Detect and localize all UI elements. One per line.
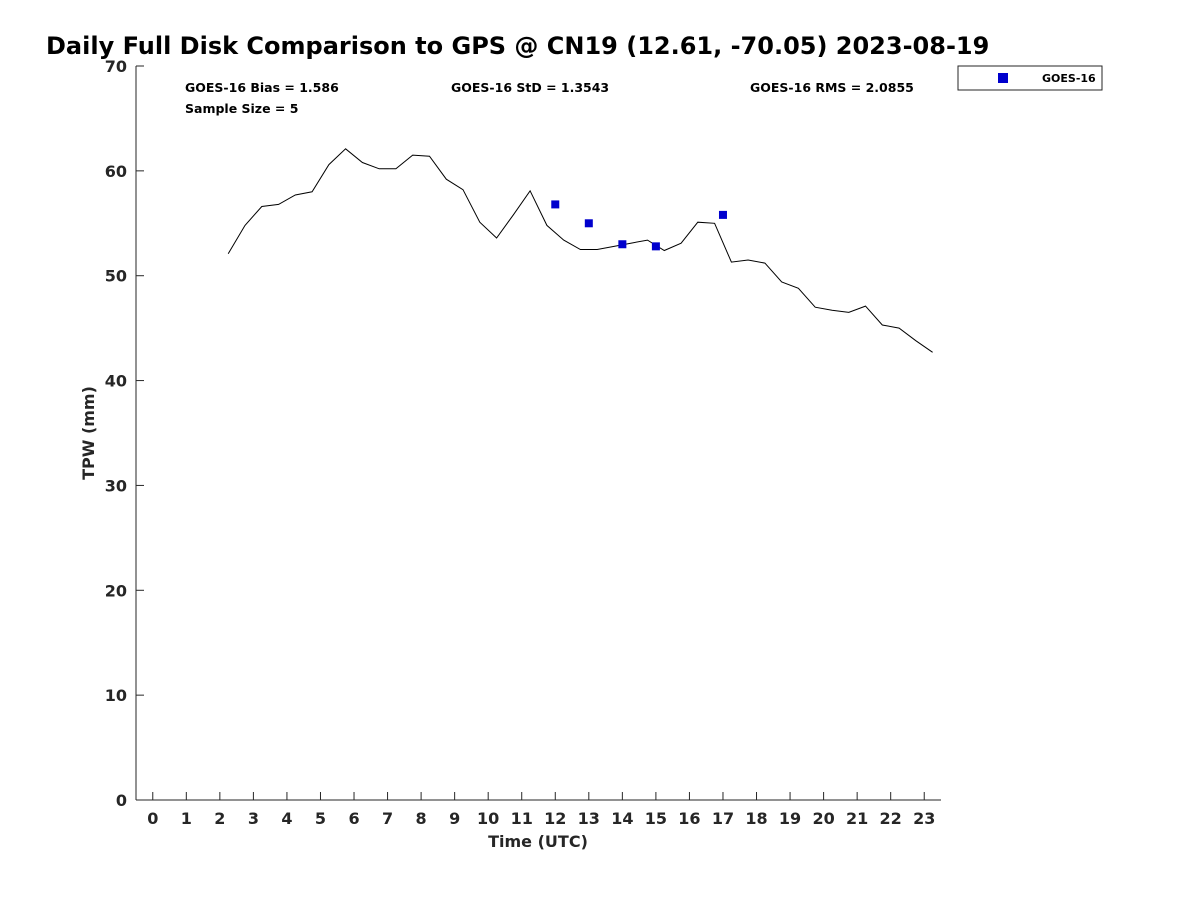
y-tick-label: 50 bbox=[105, 267, 127, 286]
y-tick-label: 10 bbox=[105, 686, 127, 705]
x-tick-label: 11 bbox=[511, 809, 533, 828]
x-tick-label: 2 bbox=[214, 809, 225, 828]
x-tick-label: 22 bbox=[880, 809, 902, 828]
x-tick-label: 8 bbox=[416, 809, 427, 828]
x-axis-label: Time (UTC) bbox=[488, 832, 588, 851]
x-ticks: 0 1 2 3 4 5 6 7 8 9 10 11 12 13 14 15 16 17 18 19 20 21 22 23 bbox=[147, 792, 935, 828]
x-tick-label: 1 bbox=[181, 809, 192, 828]
stat-sample-size: Sample Size = 5 bbox=[185, 101, 298, 116]
x-tick-label: 7 bbox=[382, 809, 393, 828]
x-tick-label: 15 bbox=[645, 809, 667, 828]
x-tick-label: 23 bbox=[913, 809, 935, 828]
goes16-point bbox=[618, 240, 627, 249]
x-tick-label: 0 bbox=[147, 809, 158, 828]
y-ticks: 0 10 20 30 40 50 60 70 bbox=[105, 57, 144, 810]
y-tick-label: 40 bbox=[105, 372, 127, 391]
x-tick-label: 14 bbox=[611, 809, 633, 828]
legend-marker-goes16 bbox=[998, 73, 1008, 83]
x-tick-label: 3 bbox=[248, 809, 259, 828]
x-tick-label: 4 bbox=[281, 809, 292, 828]
x-tick-label: 16 bbox=[678, 809, 700, 828]
y-tick-label: 30 bbox=[105, 476, 127, 495]
goes16-point bbox=[551, 200, 560, 209]
goes16-point bbox=[584, 219, 593, 228]
legend: GOES-16 bbox=[957, 65, 1103, 91]
gps-tpw-line bbox=[227, 148, 933, 353]
y-tick-label: 60 bbox=[105, 162, 127, 181]
x-tick-label: 19 bbox=[779, 809, 801, 828]
y-axis-label: TPW (mm) bbox=[79, 386, 98, 480]
stat-std: GOES-16 StD = 1.3543 bbox=[451, 80, 609, 95]
stat-rms: GOES-16 RMS = 2.0855 bbox=[750, 80, 914, 95]
x-tick-label: 20 bbox=[812, 809, 834, 828]
x-tick-label: 12 bbox=[544, 809, 566, 828]
x-tick-label: 13 bbox=[578, 809, 600, 828]
plot-area bbox=[135, 66, 941, 801]
y-tick-label: 70 bbox=[105, 57, 127, 76]
series-layer bbox=[227, 148, 933, 353]
stat-bias: GOES-16 Bias = 1.586 bbox=[185, 80, 339, 95]
legend-box bbox=[957, 65, 1103, 91]
legend-label-goes16: GOES-16 bbox=[1042, 72, 1096, 85]
goes16-point bbox=[651, 242, 660, 251]
x-tick-label: 5 bbox=[315, 809, 326, 828]
x-tick-label: 9 bbox=[449, 809, 460, 828]
chart-title: Daily Full Disk Comparison to GPS @ CN19… bbox=[46, 32, 989, 60]
x-tick-label: 21 bbox=[846, 809, 868, 828]
goes16-point bbox=[718, 210, 727, 219]
y-tick-label: 0 bbox=[116, 791, 127, 810]
x-tick-label: 10 bbox=[477, 809, 499, 828]
x-tick-label: 6 bbox=[348, 809, 359, 828]
y-tick-label: 20 bbox=[105, 581, 127, 600]
x-tick-label: 18 bbox=[745, 809, 767, 828]
x-tick-label: 17 bbox=[712, 809, 734, 828]
